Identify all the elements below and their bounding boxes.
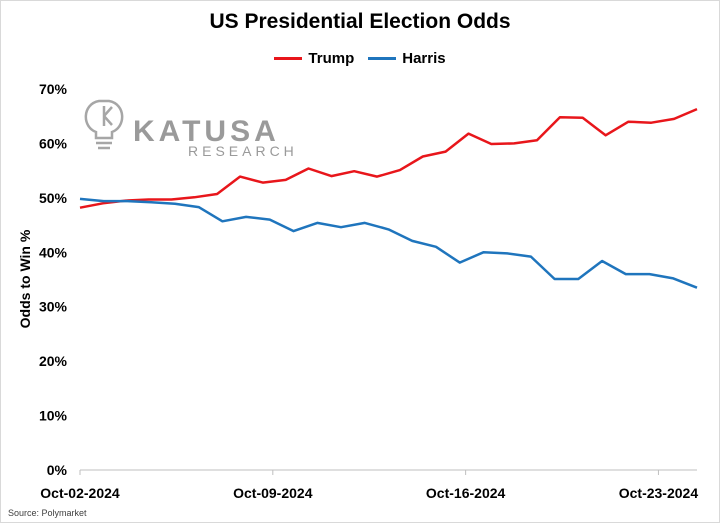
- y-tick-label: 50%: [39, 190, 68, 206]
- lightbulb-icon: [86, 101, 122, 148]
- y-tick-label: 0%: [47, 462, 68, 478]
- x-tick-label: Oct-16-2024: [426, 485, 506, 501]
- y-tick-label: 60%: [39, 135, 68, 151]
- y-axis: 0% 10% 20% 30% 40% 50% 60% 70%: [39, 81, 68, 478]
- y-tick-label: 70%: [39, 81, 68, 97]
- y-axis-title: Odds to Win %: [17, 229, 33, 328]
- logo-subtitle: RESEARCH: [188, 143, 298, 159]
- x-tick-label: Oct-02-2024: [40, 485, 120, 501]
- katusa-logo: KATUSA RESEARCH: [86, 101, 298, 159]
- x-tick-label: Oct-23-2024: [619, 485, 699, 501]
- y-tick-label: 20%: [39, 353, 68, 369]
- y-tick-label: 40%: [39, 244, 68, 260]
- y-tick-label: 10%: [39, 408, 68, 424]
- line-chart: KATUSA RESEARCH 0%10%20%30%40%50%60%70% …: [0, 0, 720, 523]
- x-tick-label: Oct-09-2024: [233, 485, 313, 501]
- source-note: Source: Polymarket: [8, 508, 87, 518]
- y-tick-label: 30%: [39, 299, 68, 315]
- series-line-harris: [80, 199, 697, 288]
- x-axis: Oct-02-2024 Oct-09-2024 Oct-16-2024 Oct-23-…: [40, 470, 698, 501]
